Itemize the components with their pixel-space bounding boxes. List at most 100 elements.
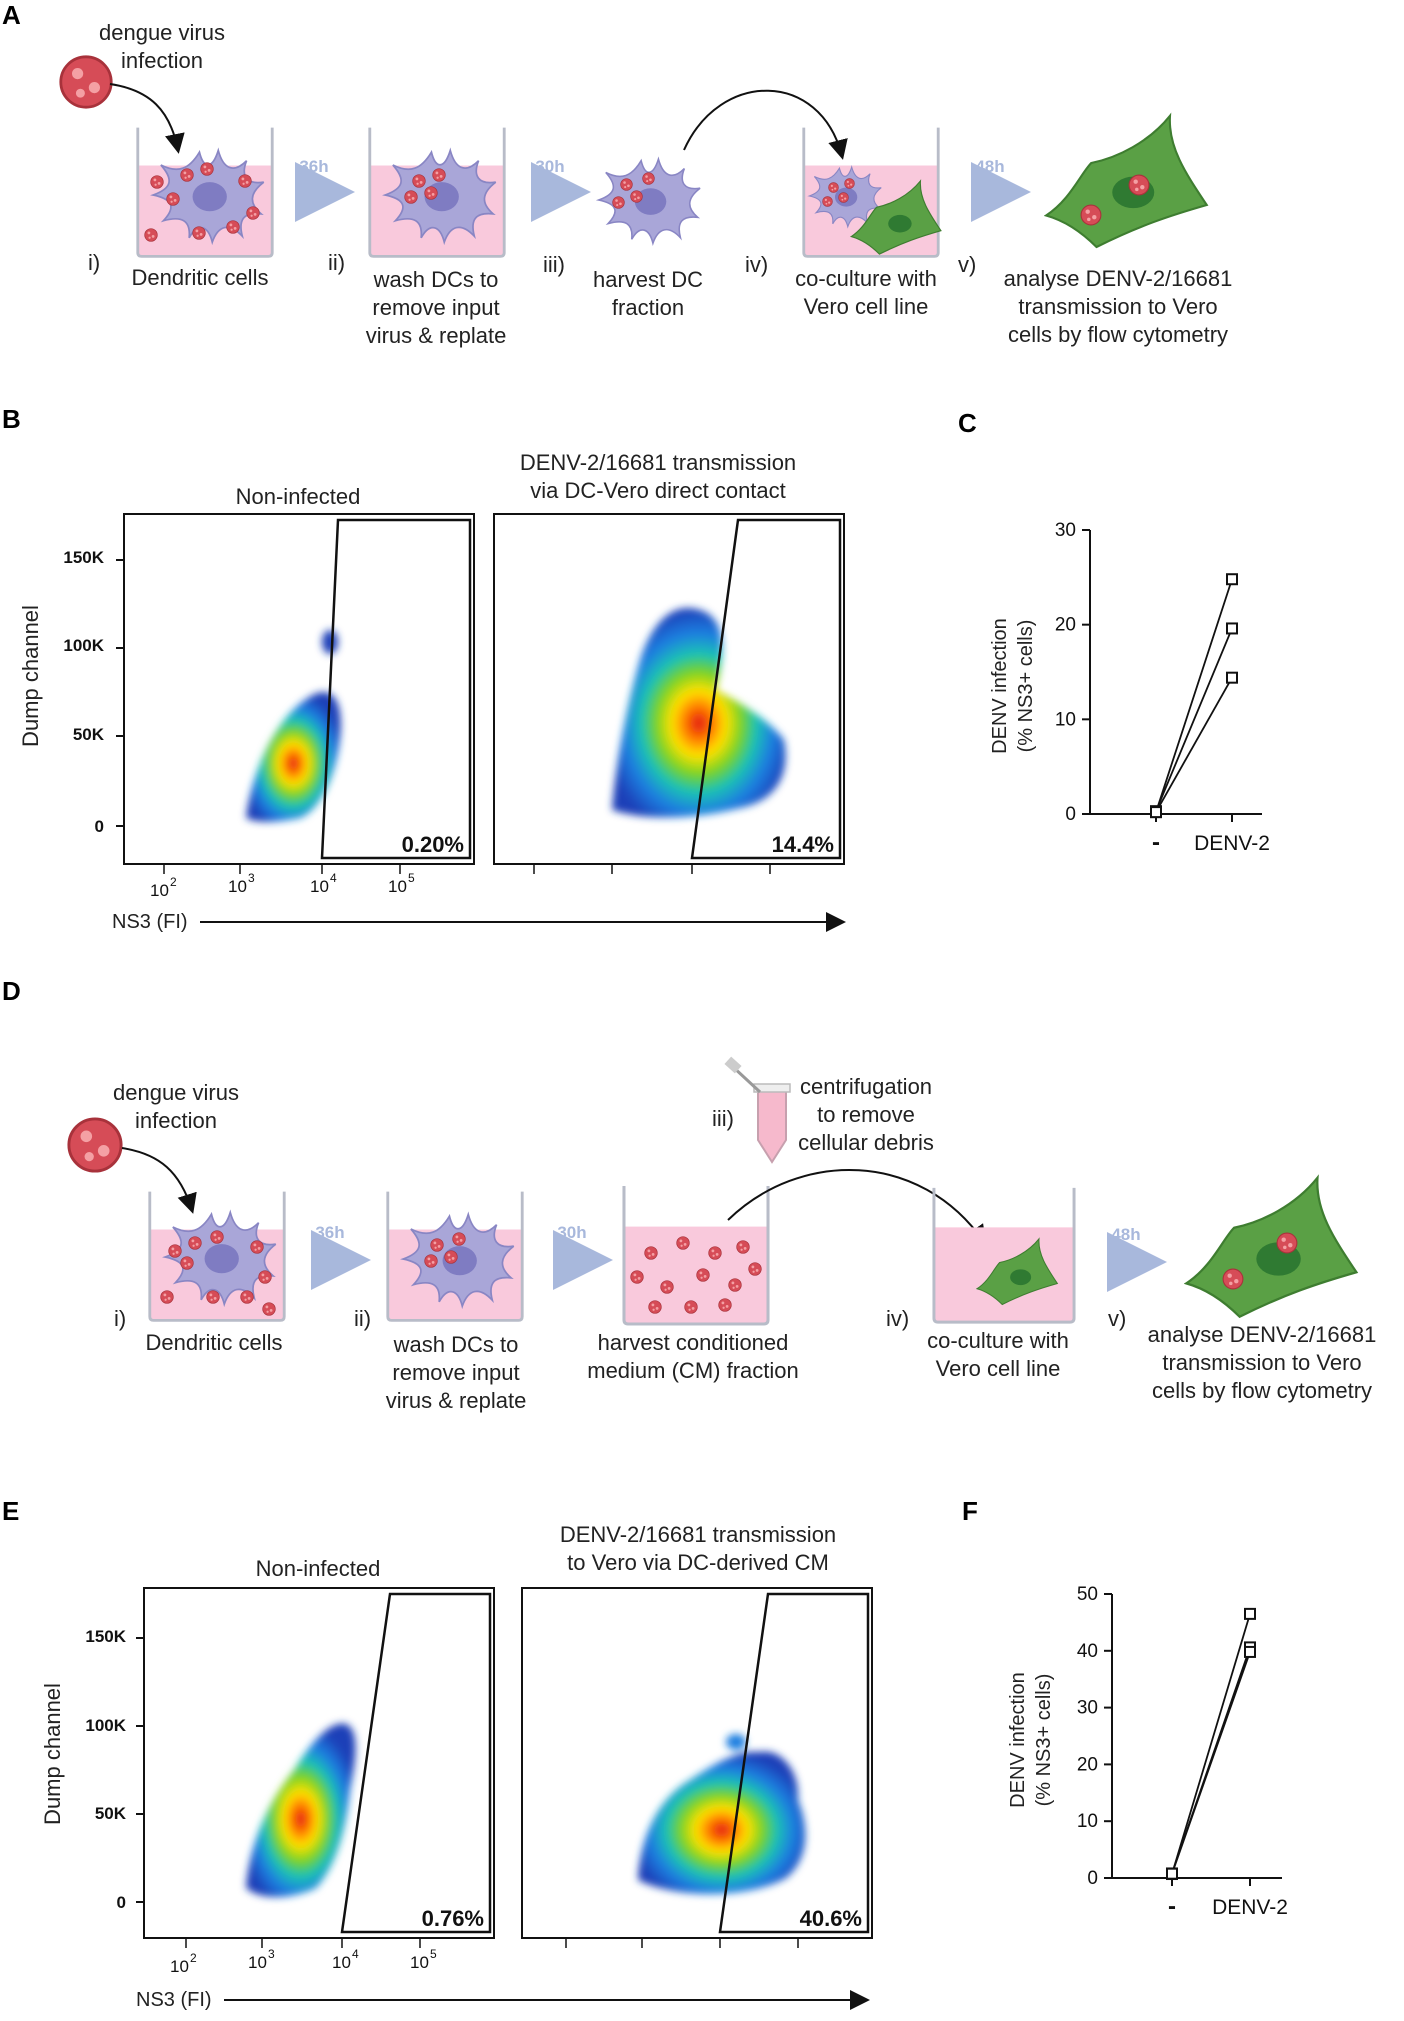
series-line	[1171, 1651, 1251, 1874]
infection-label-line2: infection	[121, 48, 203, 73]
step-3-text-line1: harvest DC	[593, 267, 703, 292]
centrifuge-text-line2: to remove	[817, 1102, 915, 1127]
chart-f-ylabel-line1: DENV infection	[1007, 1672, 1029, 1808]
plot-e1-gate-percent: 0.76%	[422, 1906, 484, 1931]
series-line	[1155, 677, 1233, 813]
y-tick-label: 40	[1077, 1641, 1098, 1662]
step-2-roman: ii)	[354, 1306, 371, 1331]
infected-vero-cell-icon	[1045, 114, 1208, 249]
plot-e2-title-line2: to Vero via DC-derived CM	[567, 1550, 829, 1575]
plot-b2-title-line2: via DC-Vero direct contact	[530, 478, 786, 503]
ytick-50k: 50K	[73, 725, 105, 744]
plot-b1-gate	[320, 518, 472, 860]
data-point	[1226, 573, 1238, 586]
x-tick-label: DENV-2	[1212, 1896, 1288, 1919]
vero-virus-icon-2	[1276, 1232, 1298, 1254]
step-5-text-line2: transmission to Vero	[1162, 1350, 1361, 1375]
centrifuge-text-line3: cellular debris	[798, 1130, 934, 1155]
xtick-exp: 3	[268, 1947, 275, 1961]
xtick-label: 10	[410, 1953, 429, 1972]
plot-e1-gate	[340, 1592, 492, 1934]
step-2-text-line3: virus & replate	[386, 1388, 527, 1413]
series-line	[1171, 1613, 1251, 1875]
infection-label-line1: dengue virus	[113, 1080, 239, 1105]
xtick-label: 10	[248, 1953, 267, 1972]
ytick-150k: 150K	[63, 548, 104, 567]
xtick-exp: 5	[430, 1947, 437, 1961]
plot-e2-density	[638, 1734, 806, 1895]
x-tick-label: -	[1152, 829, 1160, 856]
step-1-roman: i)	[114, 1306, 126, 1331]
panel-label-a: A	[2, 0, 21, 30]
time-30h-label: 30h	[535, 157, 564, 176]
time-36h-label: 36h	[315, 1223, 344, 1242]
x-tick-label: DENV-2	[1194, 832, 1270, 855]
ytick-150k: 150K	[85, 1627, 126, 1646]
plot-b1-frame	[123, 513, 475, 865]
step-2-text-line1: wash DCs to	[393, 1332, 519, 1357]
xtick-exp: 5	[408, 871, 415, 885]
centrifuge-roman: iii)	[712, 1106, 734, 1131]
data-point	[1150, 806, 1162, 819]
xtick-exp: 3	[248, 871, 255, 885]
panel-c: C DENV infection (% NS3+ cells) 0 10 20 30 -…	[958, 408, 1270, 856]
plot-e1-title: Non-infected	[256, 1556, 381, 1581]
plot-b-xtick-labels: 10 2 10 3 10 4 10 5	[150, 871, 415, 900]
ytick-100k: 100K	[63, 636, 104, 655]
plot-e2-gate	[718, 1592, 870, 1934]
step-5-text-line3: cells by flow cytometry	[1008, 322, 1228, 347]
xtick-exp: 2	[170, 875, 177, 889]
infection-arrow	[109, 83, 185, 154]
panel-label-e: E	[2, 1496, 19, 1526]
xtick-exp: 2	[190, 1951, 197, 1965]
x-tick-label: -	[1168, 1893, 1176, 1920]
panel-label-b: B	[2, 404, 21, 434]
infection-arrow	[121, 1147, 197, 1214]
step-1-roman: i)	[88, 250, 100, 275]
plot-e1-density	[246, 1723, 356, 1897]
time-30h-label: 30h	[557, 1223, 586, 1242]
plot-e-yticks: 150K 100K 50K 0	[85, 1627, 144, 1912]
y-tick-label: 30	[1055, 520, 1076, 541]
centrifuge-tube-icon	[724, 1056, 791, 1164]
time-36h-label: 36h	[299, 157, 328, 176]
chart-f-ylabel-line2: (% NS3+ cells)	[1033, 1674, 1055, 1807]
y-tick-label: 0	[1065, 804, 1076, 825]
data-point	[1226, 671, 1238, 684]
plot-e-ylabel: Dump channel	[40, 1683, 65, 1825]
chart-f: 0 10 20 30 40 50 - DENV-2	[1077, 1584, 1288, 1920]
step-5-text-line3: cells by flow cytometry	[1152, 1378, 1372, 1403]
step-5-text-line1: analyse DENV-2/16681	[1004, 266, 1233, 291]
series-line	[1155, 578, 1233, 813]
vero-virus-icon-2	[1128, 174, 1150, 196]
infection-label-line2: infection	[135, 1108, 217, 1133]
step-5-roman: v)	[1108, 1306, 1126, 1331]
step-5-text-line2: transmission to Vero	[1018, 294, 1217, 319]
step-1-text: Dendritic cells	[132, 265, 269, 290]
data-point	[1226, 622, 1238, 635]
step-4-text-line1: co-culture with	[927, 1328, 1069, 1353]
step-1-text: Dendritic cells	[146, 1330, 283, 1355]
vero-virus-icon-1	[1222, 1268, 1244, 1290]
step-3-text-line2: fraction	[612, 295, 684, 320]
ytick-50k: 50K	[95, 1804, 127, 1823]
step-3-text-line1: harvest conditioned	[598, 1330, 789, 1355]
ytick-0: 0	[117, 1893, 126, 1912]
plot-b-xlabel: NS3 (FI)	[112, 911, 188, 933]
data-point	[1244, 1607, 1256, 1620]
step-4-text-line1: co-culture with	[795, 266, 937, 291]
chart-c: 0 10 20 30 - DENV-2	[1055, 520, 1270, 856]
plot-e1-frame	[143, 1587, 495, 1939]
series-line	[1155, 628, 1233, 812]
step-4-roman: iv)	[745, 252, 768, 277]
panel-label-f: F	[962, 1496, 978, 1526]
virus-particle-icon	[67, 1117, 123, 1173]
time-48h-label: 48h	[975, 157, 1004, 176]
vero-virus-icon-1	[1080, 204, 1102, 226]
xtick-label: 10	[150, 881, 169, 900]
panel-b: B Non-infected DENV-2/16681 transmission…	[2, 404, 846, 933]
plot-b1-density	[246, 630, 341, 822]
plot-e2-gate-percent: 40.6%	[800, 1906, 862, 1931]
step-3-text-line2: medium (CM) fraction	[587, 1358, 798, 1383]
